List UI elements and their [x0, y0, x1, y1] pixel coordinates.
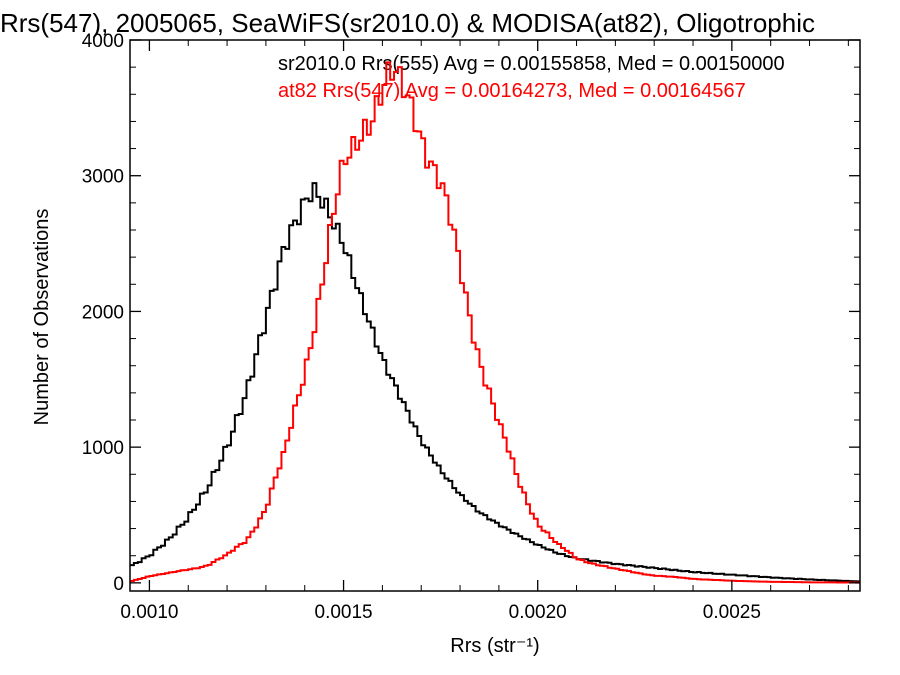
x-axis-label: Rrs (str⁻¹)	[450, 635, 539, 657]
y-tick-label: 3000	[82, 167, 124, 188]
plot-area: 0.0010 0.0015 0.0020 0.0025 0 1000 2000 3000 400…	[82, 31, 861, 623]
y-tick-label: 2000	[82, 302, 124, 323]
y-tick-label: 4000	[82, 31, 124, 52]
legend-entry-black-series: sr2010.0 Rrs(555) Avg = 0.00155858, Med …	[278, 53, 785, 75]
plot-frame	[129, 39, 861, 592]
x-tick-label: 0.0010	[120, 602, 178, 623]
y-tick-label: 1000	[82, 438, 124, 459]
legend-entry-red-series: at82 Rrs(547) Avg = 0.00164273, Med = 0.…	[278, 80, 746, 102]
x-tick-label: 0.0025	[703, 602, 761, 623]
x-tick-label: 0.0015	[315, 602, 373, 623]
chart-title: Rrs(547), 2005065, SeaWiFS(sr2010.0) & M…	[0, 8, 815, 38]
y-tick-label: 0	[113, 574, 124, 595]
series-line-black	[130, 182, 860, 583]
x-tick-label: 0.0020	[509, 602, 567, 623]
y-axis-label: Number of Observations	[31, 209, 53, 426]
